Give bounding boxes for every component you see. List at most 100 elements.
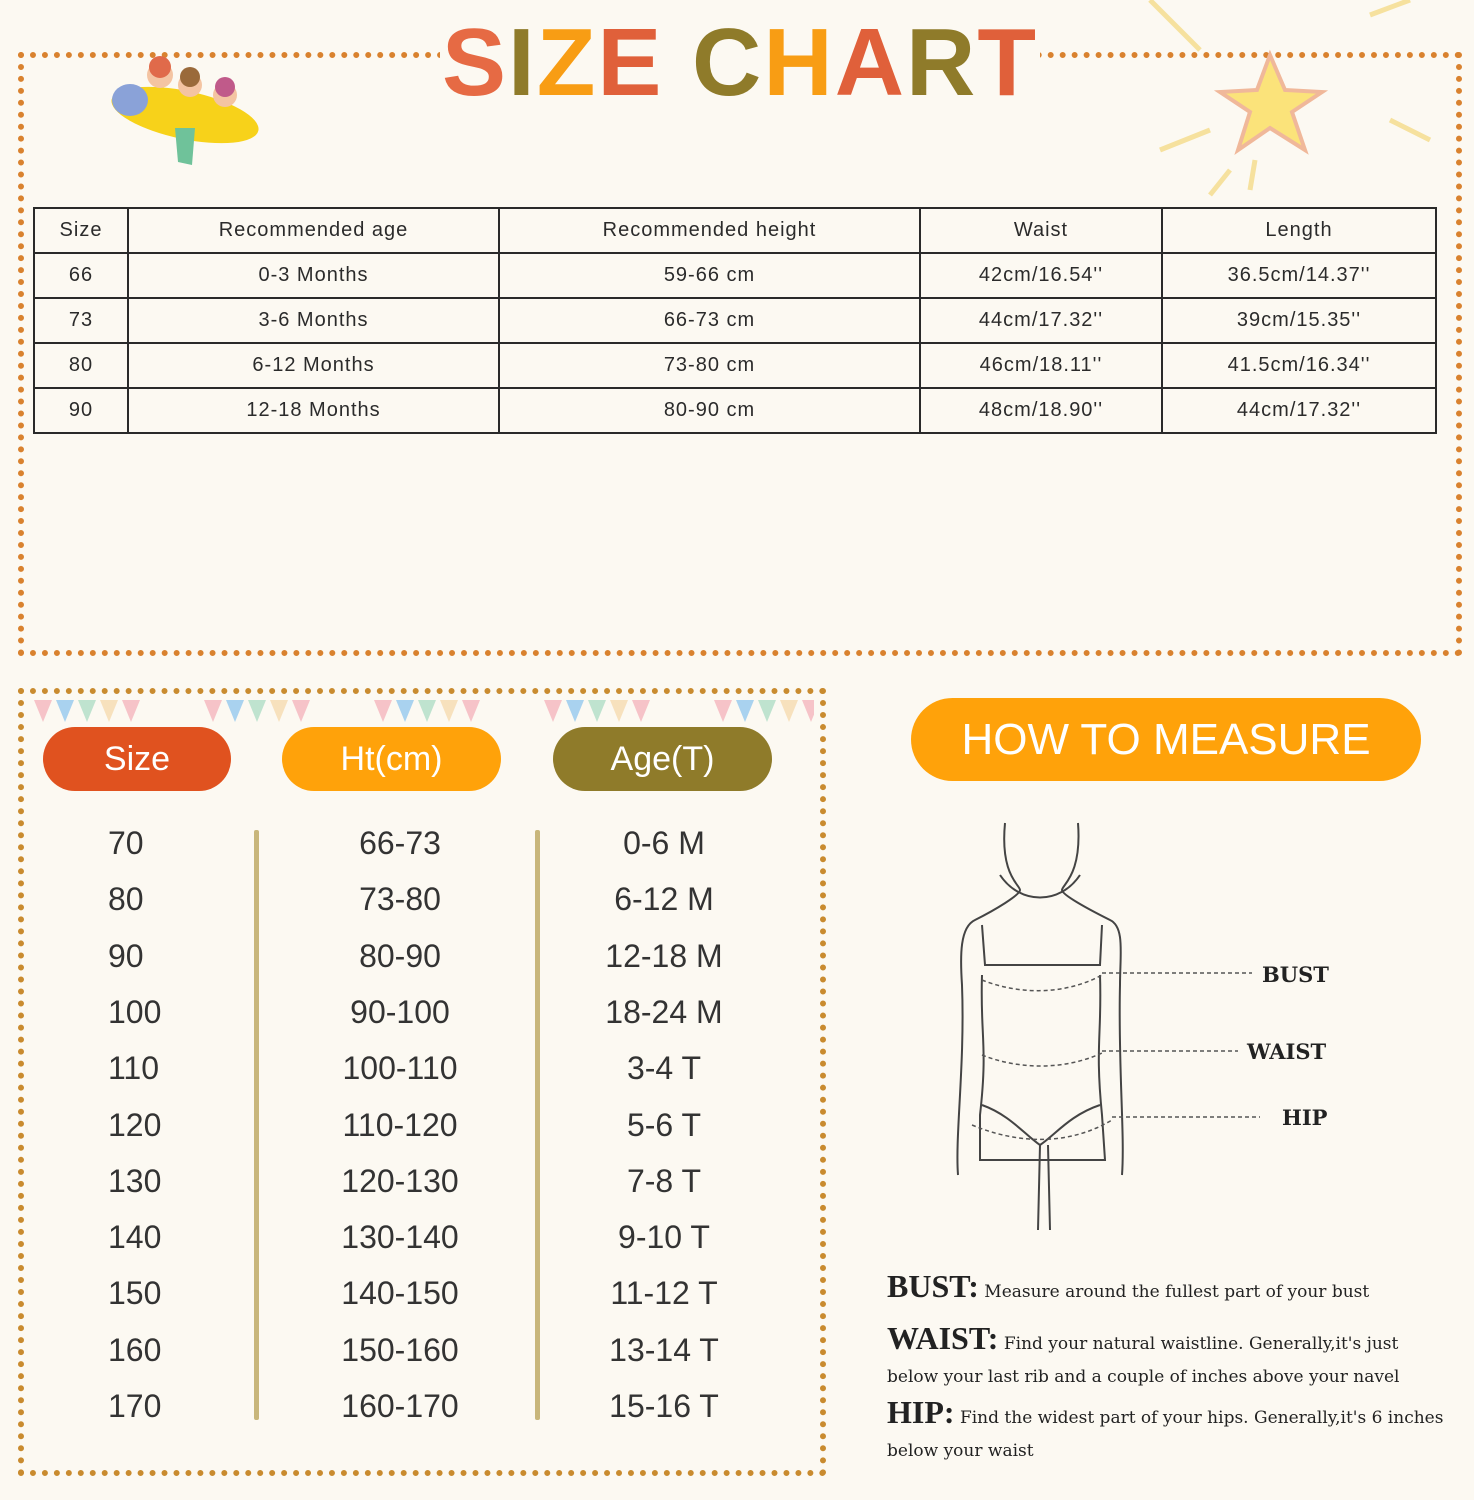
- bunting-flag: [100, 700, 118, 722]
- bunting-flag: [204, 700, 222, 722]
- table-header-row: Size Recommended age Recommended height …: [33, 207, 1437, 254]
- hip-text: Find the widest part of your hips. Gener…: [887, 1408, 1444, 1461]
- title-letter: R: [906, 9, 978, 116]
- waist-description: WAIST: Find your natural waistline. Gene…: [887, 1322, 1447, 1394]
- column-divider: [254, 830, 259, 1420]
- bunting-decoration: [34, 700, 814, 722]
- bunting-flag: [374, 700, 392, 722]
- bunting-flag: [34, 700, 52, 722]
- bunting-flag: [226, 700, 244, 722]
- column-divider: [535, 830, 540, 1420]
- table-cell: 46cm/18.11'': [919, 342, 1163, 389]
- table-cell: 41.5cm/16.34'': [1161, 342, 1437, 389]
- size-column-header: Size: [43, 727, 231, 791]
- page-title: SIZE CHART: [440, 8, 1040, 118]
- age-value: 13-14 T: [609, 1331, 719, 1368]
- bunting-flag: [462, 700, 480, 722]
- size-value: 70: [108, 825, 144, 861]
- age-value: 12-18 M: [605, 937, 723, 974]
- table-cell: 0-3 Months: [127, 252, 500, 299]
- bunting-flag: [566, 700, 584, 722]
- size-value: 140: [108, 1219, 162, 1256]
- height-column-header: Ht(cm): [282, 727, 501, 791]
- bottom-dotted-frame: [18, 688, 826, 1476]
- age-value: 3-4 T: [626, 1050, 702, 1087]
- size-value: 150: [108, 1275, 162, 1312]
- height-value: 130-140: [341, 1219, 459, 1256]
- bust-text: Measure around the fullest part of your …: [984, 1282, 1370, 1302]
- hip-term: HIP:: [887, 1394, 955, 1430]
- table-row: 90 12-18 Months 80-90 cm 48cm/18.90'' 44cm/1…: [33, 387, 1437, 434]
- table-cell: 66-73 cm: [498, 297, 921, 344]
- height-value: 140-150: [341, 1275, 459, 1312]
- bunting-flag: [736, 700, 754, 722]
- age-value: 11-12 T: [610, 1275, 718, 1312]
- table-cell: 80: [33, 342, 129, 389]
- table-cell: 48cm/18.90'': [919, 387, 1163, 434]
- bust-description: BUST: Measure around the fullest part of…: [887, 1270, 1447, 1309]
- table-cell: 12-18 Months: [127, 387, 500, 434]
- title-letter: [663, 8, 692, 118]
- age-value: 6-12 M: [614, 881, 714, 918]
- bunting-flag: [544, 700, 562, 722]
- table-cell: 44cm/17.32'': [919, 297, 1163, 344]
- bunting-flag: [780, 700, 798, 722]
- age-value: 5-6 T: [626, 1106, 702, 1143]
- table-cell: 73: [33, 297, 129, 344]
- title-letter: T: [977, 9, 1038, 116]
- age-column-header: Age(T): [553, 727, 772, 791]
- bunting-flag: [396, 700, 414, 722]
- height-value: 120-130: [341, 1162, 459, 1199]
- kids-airplane-illustration: [111, 56, 259, 165]
- size-value: 170: [108, 1388, 162, 1424]
- header-recommended-age: Recommended age: [127, 207, 500, 254]
- size-value: 120: [108, 1106, 162, 1143]
- title-letter: H: [763, 9, 835, 116]
- age-value: 18-24 M: [605, 993, 723, 1030]
- size-table: Size Recommended age Recommended height …: [33, 207, 1437, 434]
- bunting-flag: [248, 700, 266, 722]
- title-letter: A: [834, 9, 907, 116]
- hip-label: HIP: [1282, 1105, 1328, 1130]
- bunting-flag: [714, 700, 732, 722]
- size-value: 80: [108, 881, 144, 918]
- table-row: 73 3-6 Months 66-73 cm 44cm/17.32'' 39cm/15.…: [33, 297, 1437, 344]
- height-value: 100-110: [342, 1050, 458, 1087]
- title-letter: E: [597, 9, 664, 116]
- title-letter: C: [692, 9, 764, 116]
- waist-text: Find your natural waistline. Generally,i…: [887, 1334, 1400, 1387]
- bunting-flag: [270, 700, 288, 722]
- age-value: 9-10 T: [618, 1219, 710, 1256]
- bunting-flag: [122, 700, 140, 722]
- table-cell: 42cm/16.54'': [919, 252, 1163, 299]
- header-recommended-height: Recommended height: [498, 207, 921, 254]
- bunting-flag: [440, 700, 458, 722]
- size-value: 110: [108, 1050, 160, 1087]
- bunting-flag: [418, 700, 436, 722]
- how-to-measure-banner: HOW TO MEASURE: [911, 698, 1421, 781]
- size-value: 130: [108, 1162, 162, 1199]
- table-cell: 66: [33, 252, 129, 299]
- table-cell: 73-80 cm: [498, 342, 921, 389]
- bust-label: BUST: [1262, 962, 1329, 987]
- bunting-flag: [632, 700, 650, 722]
- waist-label: WAIST: [1247, 1039, 1327, 1064]
- header-length: Length: [1161, 207, 1437, 254]
- bunting-flag: [758, 700, 776, 722]
- table-cell: 80-90 cm: [498, 387, 921, 434]
- table-row: 80 6-12 Months 73-80 cm 46cm/18.11'' 41.5cm/…: [33, 342, 1437, 389]
- bunting-flag: [802, 700, 814, 722]
- height-value: 160-170: [341, 1388, 459, 1424]
- age-value: 7-8 T: [626, 1162, 702, 1199]
- bunting-flag: [78, 700, 96, 722]
- height-value: 66-73: [359, 825, 441, 861]
- height-value: 90-100: [350, 993, 450, 1030]
- table-cell: 3-6 Months: [127, 297, 500, 344]
- title-letter: I: [508, 9, 537, 116]
- body-figure-illustration: [956, 822, 1260, 1231]
- waist-term: WAIST:: [887, 1320, 999, 1356]
- header-waist: Waist: [919, 207, 1163, 254]
- size-value: 160: [108, 1331, 162, 1368]
- bunting-flag: [610, 700, 628, 722]
